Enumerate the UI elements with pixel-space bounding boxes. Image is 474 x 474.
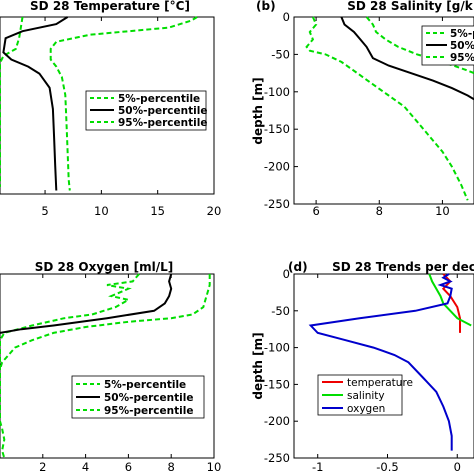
trends-ytick-label: 0 [283,267,290,281]
temperature-legend-label-50: 50%-percentile [118,105,207,117]
trends-axes [293,273,474,459]
temperature-legend-label-5: 5%-percentile [118,93,200,105]
salinity-lines [305,16,474,201]
salinity-ytick-label: -150 [264,122,290,136]
temperature-ticks: 5 10 15 20 [41,17,221,218]
salinity-ytick-label: -100 [264,85,290,99]
salinity-ylabel: depth [m] [251,77,265,144]
salinity-xtick-label: 8 [376,204,383,218]
oxygen-xtick-label: 8 [168,460,175,474]
salinity-xtick-label: 10 [435,204,450,218]
panel-trends: (d) SD 28 Trends per dec depth [m] -1 -0.… [251,260,474,474]
temperature-legend-label-95: 95%-percentile [118,117,207,129]
salinity-panel-label: (b) [256,0,276,13]
trends-ticks: -1 -0.5 0 0 -50 -100 -150 -200 -250 [264,267,461,474]
salinity-ytick-label: -200 [264,160,290,174]
salinity-series-p95 [365,16,474,75]
oxygen-ticks: 2 4 6 8 10 [39,274,221,474]
salinity-series-p50 [340,16,474,101]
salinity-legend-label-95: 95%-percentile [450,52,474,64]
trends-legend-label-temperature: temperature [347,377,413,389]
oxygen-legend-label-50: 50%-percentile [104,392,193,404]
salinity-legend-label-50: 50%-percentile [450,40,474,52]
oxygen-legend: 5%-percentile 50%-percentile 95%-percent… [71,375,205,419]
trends-panel-label: (d) [288,260,308,274]
salinity-ytick-label: 0 [283,10,290,24]
oxygen-axes [0,273,215,459]
salinity-legend-label-5: 5%-percentile [450,28,474,40]
salinity-ytick-label: -50 [271,47,290,61]
temperature-title: SD 28 Temperature [°C] [30,0,190,13]
salinity-axes [293,16,474,205]
trends-series-oxygen [308,273,453,451]
salinity-ytick-label: -250 [264,197,290,211]
trends-ytick-label: -50 [271,304,290,318]
oxygen-lines [0,273,211,459]
trends-lines [308,273,472,451]
oxygen-title: SD 28 Oxygen [ml/L] [35,260,174,274]
trends-legend-label-salinity: salinity [347,390,385,402]
temperature-xtick-label: 15 [150,204,165,218]
panel-salinity: (b) SD 28 Salinity [g/k depth [m] 6 8 10 0 -… [251,0,474,218]
trends-legend-label-oxygen: oxygen [347,403,385,415]
oxygen-series-p50 [0,273,173,334]
salinity-xtick-label: 6 [312,204,319,218]
panel-temperature: SD 28 Temperature [°C] 5 10 15 20 5%-percen… [0,0,221,218]
temperature-lines [0,16,198,191]
oxygen-xtick-label: 6 [125,460,132,474]
salinity-ticks: 6 8 10 0 -50 -100 -150 -200 -250 [264,10,450,218]
oxygen-legend-label-95: 95%-percentile [104,405,193,417]
oxygen-series-p5 [0,273,140,459]
salinity-legend: 5%-percentile 50%-percentile 95%-percent… [421,25,474,66]
oxygen-xtick-label: 2 [39,460,46,474]
temperature-series-p50 [2,16,69,191]
oxygen-series-p95 [0,274,211,370]
salinity-title: SD 28 Salinity [g/k [347,0,473,13]
temperature-xtick-label: 5 [41,204,48,218]
trends-ytick-label: -150 [264,377,290,391]
trends-xtick-label: -1 [312,460,323,474]
oxygen-xtick-label: 10 [207,460,222,474]
trends-ylabel: depth [m] [251,332,265,399]
trends-legend: temperature salinity oxygen [317,374,413,416]
trends-xtick-label: 0 [454,460,461,474]
panel-oxygen: SD 28 Oxygen [ml/L] 2 4 6 8 10 5%-percentile… [0,260,221,474]
temperature-series-p5 [0,16,24,187]
trends-series-salinity [428,273,472,327]
trends-ytick-label: -250 [264,451,290,465]
trends-xtick-label: -0.5 [376,460,398,474]
temperature-series-p95 [49,16,198,191]
trends-ytick-label: -100 [264,341,290,355]
oxygen-xtick-label: 4 [82,460,89,474]
trends-ytick-label: -200 [264,414,290,428]
temperature-xtick-label: 20 [207,204,222,218]
oxygen-legend-label-5: 5%-percentile [104,379,186,391]
temperature-legend: 5%-percentile 50%-percentile 95%-percent… [85,90,207,131]
temperature-xtick-label: 10 [94,204,109,218]
salinity-series-p5 [305,16,469,201]
temperature-axes [0,16,215,195]
trends-title: SD 28 Trends per dec [332,260,474,274]
